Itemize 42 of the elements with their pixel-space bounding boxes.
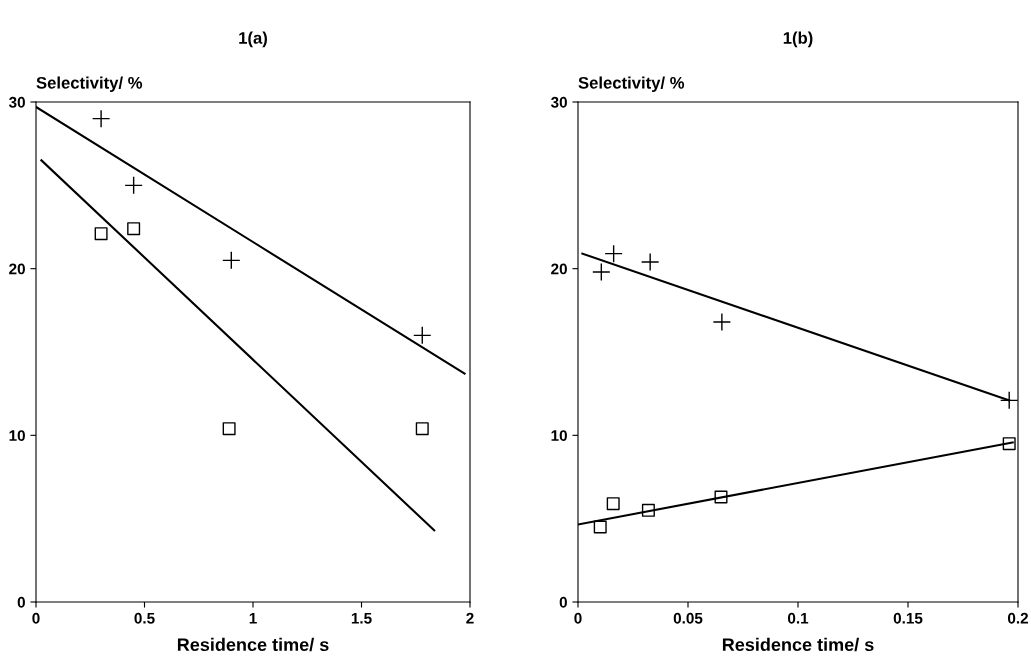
y-tick-label: 30	[8, 96, 25, 108]
point	[714, 490, 728, 504]
x-axis-title: Residence time/ s	[177, 637, 329, 652]
point	[94, 227, 108, 241]
x-tick-label: 2	[466, 612, 474, 624]
y-tick-label: 20	[551, 263, 567, 275]
x-tick-label: 1	[249, 612, 257, 624]
point	[640, 252, 660, 272]
x-tick-label: 0.2	[1007, 612, 1029, 624]
x-tick-label: 0.1	[787, 612, 809, 624]
point	[712, 312, 732, 332]
chart-title: 1(a)	[239, 31, 267, 48]
point	[413, 326, 432, 345]
y-tick-label: 10	[551, 430, 567, 442]
point	[592, 262, 611, 282]
point	[604, 244, 623, 263]
x-axis-title: Residence time/ s	[722, 637, 874, 652]
y-tick-label: 0	[17, 596, 25, 608]
x-tick-label: 1.5	[351, 612, 372, 624]
chart-title: 1(b)	[783, 31, 813, 48]
x-tick-label: 0	[574, 612, 582, 624]
point	[606, 497, 620, 511]
point	[1002, 437, 1016, 451]
point	[415, 422, 429, 436]
y-tick-label: 30	[550, 96, 567, 108]
point	[593, 520, 607, 534]
point	[999, 391, 1018, 410]
x-tick-label: 0.05	[673, 612, 703, 624]
x-tick-label: 0.15	[893, 612, 923, 624]
y-axis-title: Selectivity/ %	[36, 76, 143, 92]
point	[222, 251, 241, 270]
y-tick-label: 20	[9, 263, 25, 275]
point	[127, 222, 141, 236]
y-tick-label: 10	[9, 430, 25, 442]
point	[91, 109, 111, 128]
x-tick-label: 0	[32, 612, 40, 624]
point	[222, 422, 236, 436]
x-tick-label: 0.5	[134, 612, 155, 624]
y-axis-title: Selectivity/ %	[578, 76, 685, 92]
y-tick-label: 0	[559, 596, 567, 608]
point	[641, 503, 655, 517]
point	[124, 176, 143, 195]
